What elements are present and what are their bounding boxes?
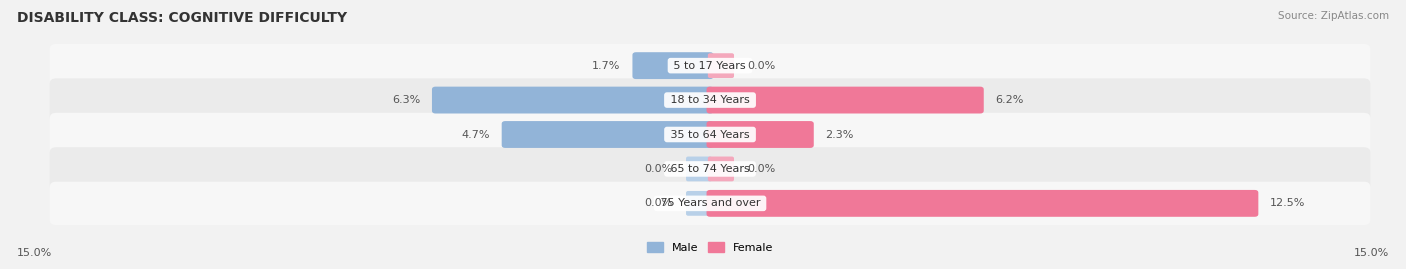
FancyBboxPatch shape xyxy=(49,44,1371,87)
Text: 6.3%: 6.3% xyxy=(392,95,420,105)
Text: 5 to 17 Years: 5 to 17 Years xyxy=(671,61,749,71)
Text: 65 to 74 Years: 65 to 74 Years xyxy=(666,164,754,174)
FancyBboxPatch shape xyxy=(707,87,984,114)
Text: 1.7%: 1.7% xyxy=(592,61,620,71)
FancyBboxPatch shape xyxy=(633,52,713,79)
Text: 0.0%: 0.0% xyxy=(747,61,775,71)
Text: 12.5%: 12.5% xyxy=(1270,198,1306,208)
FancyBboxPatch shape xyxy=(502,121,713,148)
Text: DISABILITY CLASS: COGNITIVE DIFFICULTY: DISABILITY CLASS: COGNITIVE DIFFICULTY xyxy=(17,11,347,25)
FancyBboxPatch shape xyxy=(49,182,1371,225)
FancyBboxPatch shape xyxy=(49,113,1371,156)
Text: 15.0%: 15.0% xyxy=(1354,248,1389,258)
FancyBboxPatch shape xyxy=(707,121,814,148)
Text: 0.0%: 0.0% xyxy=(645,164,673,174)
Text: 0.0%: 0.0% xyxy=(645,198,673,208)
Text: 0.0%: 0.0% xyxy=(747,164,775,174)
FancyBboxPatch shape xyxy=(686,157,713,181)
FancyBboxPatch shape xyxy=(432,87,713,114)
FancyBboxPatch shape xyxy=(686,191,713,216)
FancyBboxPatch shape xyxy=(49,78,1371,122)
Text: 2.3%: 2.3% xyxy=(825,129,853,140)
Text: 18 to 34 Years: 18 to 34 Years xyxy=(666,95,754,105)
Text: 75 Years and over: 75 Years and over xyxy=(657,198,763,208)
Legend: Male, Female: Male, Female xyxy=(647,242,773,253)
Text: 15.0%: 15.0% xyxy=(17,248,52,258)
FancyBboxPatch shape xyxy=(49,147,1371,191)
FancyBboxPatch shape xyxy=(707,53,734,78)
FancyBboxPatch shape xyxy=(707,157,734,181)
Text: 6.2%: 6.2% xyxy=(995,95,1024,105)
Text: 4.7%: 4.7% xyxy=(461,129,489,140)
Text: 35 to 64 Years: 35 to 64 Years xyxy=(666,129,754,140)
Text: Source: ZipAtlas.com: Source: ZipAtlas.com xyxy=(1278,11,1389,21)
FancyBboxPatch shape xyxy=(707,190,1258,217)
